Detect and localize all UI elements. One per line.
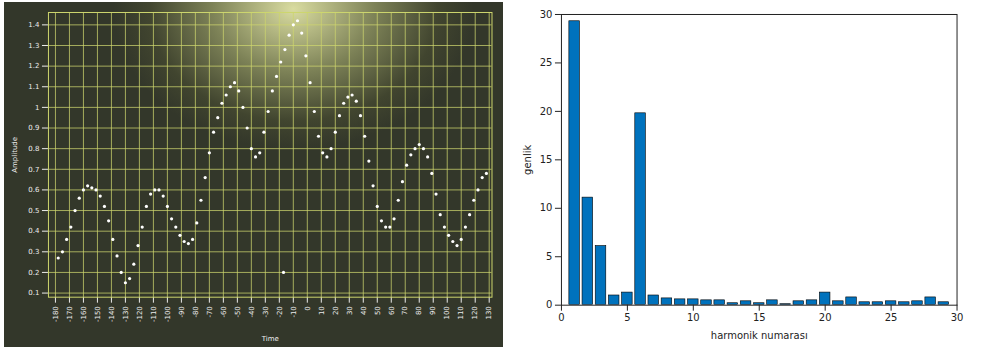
svg-text:0.6: 0.6 bbox=[28, 186, 39, 194]
svg-text:-50: -50 bbox=[234, 306, 242, 317]
svg-text:25: 25 bbox=[540, 57, 553, 68]
svg-text:1: 1 bbox=[35, 104, 39, 112]
svg-text:-130: -130 bbox=[122, 306, 130, 322]
svg-text:0.8: 0.8 bbox=[28, 145, 39, 153]
svg-text:-10: -10 bbox=[290, 306, 298, 317]
svg-text:0.7: 0.7 bbox=[28, 166, 39, 174]
svg-text:-90: -90 bbox=[178, 306, 186, 317]
svg-text:0: 0 bbox=[559, 312, 565, 323]
svg-text:20: 20 bbox=[819, 312, 832, 323]
svg-text:30: 30 bbox=[540, 9, 553, 20]
svg-text:110: 110 bbox=[457, 306, 465, 319]
svg-text:50: 50 bbox=[373, 306, 381, 315]
svg-text:-30: -30 bbox=[262, 306, 270, 317]
svg-text:0.1: 0.1 bbox=[28, 289, 39, 297]
svg-text:25: 25 bbox=[885, 312, 898, 323]
svg-text:15: 15 bbox=[540, 154, 553, 165]
svg-text:130: 130 bbox=[485, 306, 493, 319]
svg-text:60: 60 bbox=[387, 306, 395, 315]
svg-text:1.2: 1.2 bbox=[28, 62, 39, 70]
svg-text:0: 0 bbox=[304, 306, 312, 310]
svg-text:0: 0 bbox=[547, 299, 553, 310]
svg-text:Time: Time bbox=[261, 335, 279, 343]
svg-text:0.3: 0.3 bbox=[28, 248, 39, 256]
svg-text:100: 100 bbox=[443, 306, 451, 319]
svg-text:-120: -120 bbox=[136, 306, 144, 322]
svg-text:-140: -140 bbox=[108, 306, 116, 322]
svg-text:10: 10 bbox=[318, 306, 326, 315]
svg-text:-20: -20 bbox=[276, 306, 284, 317]
svg-text:1.1: 1.1 bbox=[28, 83, 39, 91]
svg-text:0.4: 0.4 bbox=[28, 227, 40, 235]
svg-text:30: 30 bbox=[951, 312, 964, 323]
svg-text:-160: -160 bbox=[80, 306, 88, 322]
svg-text:120: 120 bbox=[471, 306, 479, 319]
svg-text:20: 20 bbox=[332, 306, 340, 315]
svg-text:90: 90 bbox=[429, 306, 437, 315]
svg-text:70: 70 bbox=[401, 306, 409, 315]
svg-text:Amplitude: Amplitude bbox=[11, 137, 19, 173]
svg-text:20: 20 bbox=[540, 106, 553, 117]
svg-text:-110: -110 bbox=[150, 306, 158, 322]
svg-text:-100: -100 bbox=[164, 306, 172, 322]
svg-text:1.3: 1.3 bbox=[28, 42, 39, 50]
svg-text:-150: -150 bbox=[94, 306, 102, 322]
svg-text:40: 40 bbox=[360, 306, 368, 315]
svg-text:80: 80 bbox=[415, 306, 423, 315]
svg-text:10: 10 bbox=[687, 312, 700, 323]
svg-text:-60: -60 bbox=[220, 306, 228, 317]
svg-text:harmonik numarası: harmonik numarası bbox=[711, 330, 808, 341]
svg-text:10: 10 bbox=[540, 202, 553, 213]
svg-text:30: 30 bbox=[346, 306, 354, 315]
svg-text:1.4: 1.4 bbox=[28, 21, 40, 29]
svg-text:-180: -180 bbox=[52, 306, 60, 322]
svg-text:5: 5 bbox=[625, 312, 631, 323]
svg-text:-170: -170 bbox=[66, 306, 74, 322]
svg-text:genlik: genlik bbox=[522, 145, 533, 175]
svg-text:-70: -70 bbox=[206, 306, 214, 317]
svg-text:0.9: 0.9 bbox=[28, 124, 39, 132]
svg-text:5: 5 bbox=[547, 251, 553, 262]
svg-text:-40: -40 bbox=[248, 306, 256, 317]
svg-text:0.2: 0.2 bbox=[28, 269, 39, 277]
svg-text:15: 15 bbox=[753, 312, 766, 323]
svg-text:0.5: 0.5 bbox=[28, 207, 39, 215]
svg-text:-80: -80 bbox=[192, 306, 200, 317]
